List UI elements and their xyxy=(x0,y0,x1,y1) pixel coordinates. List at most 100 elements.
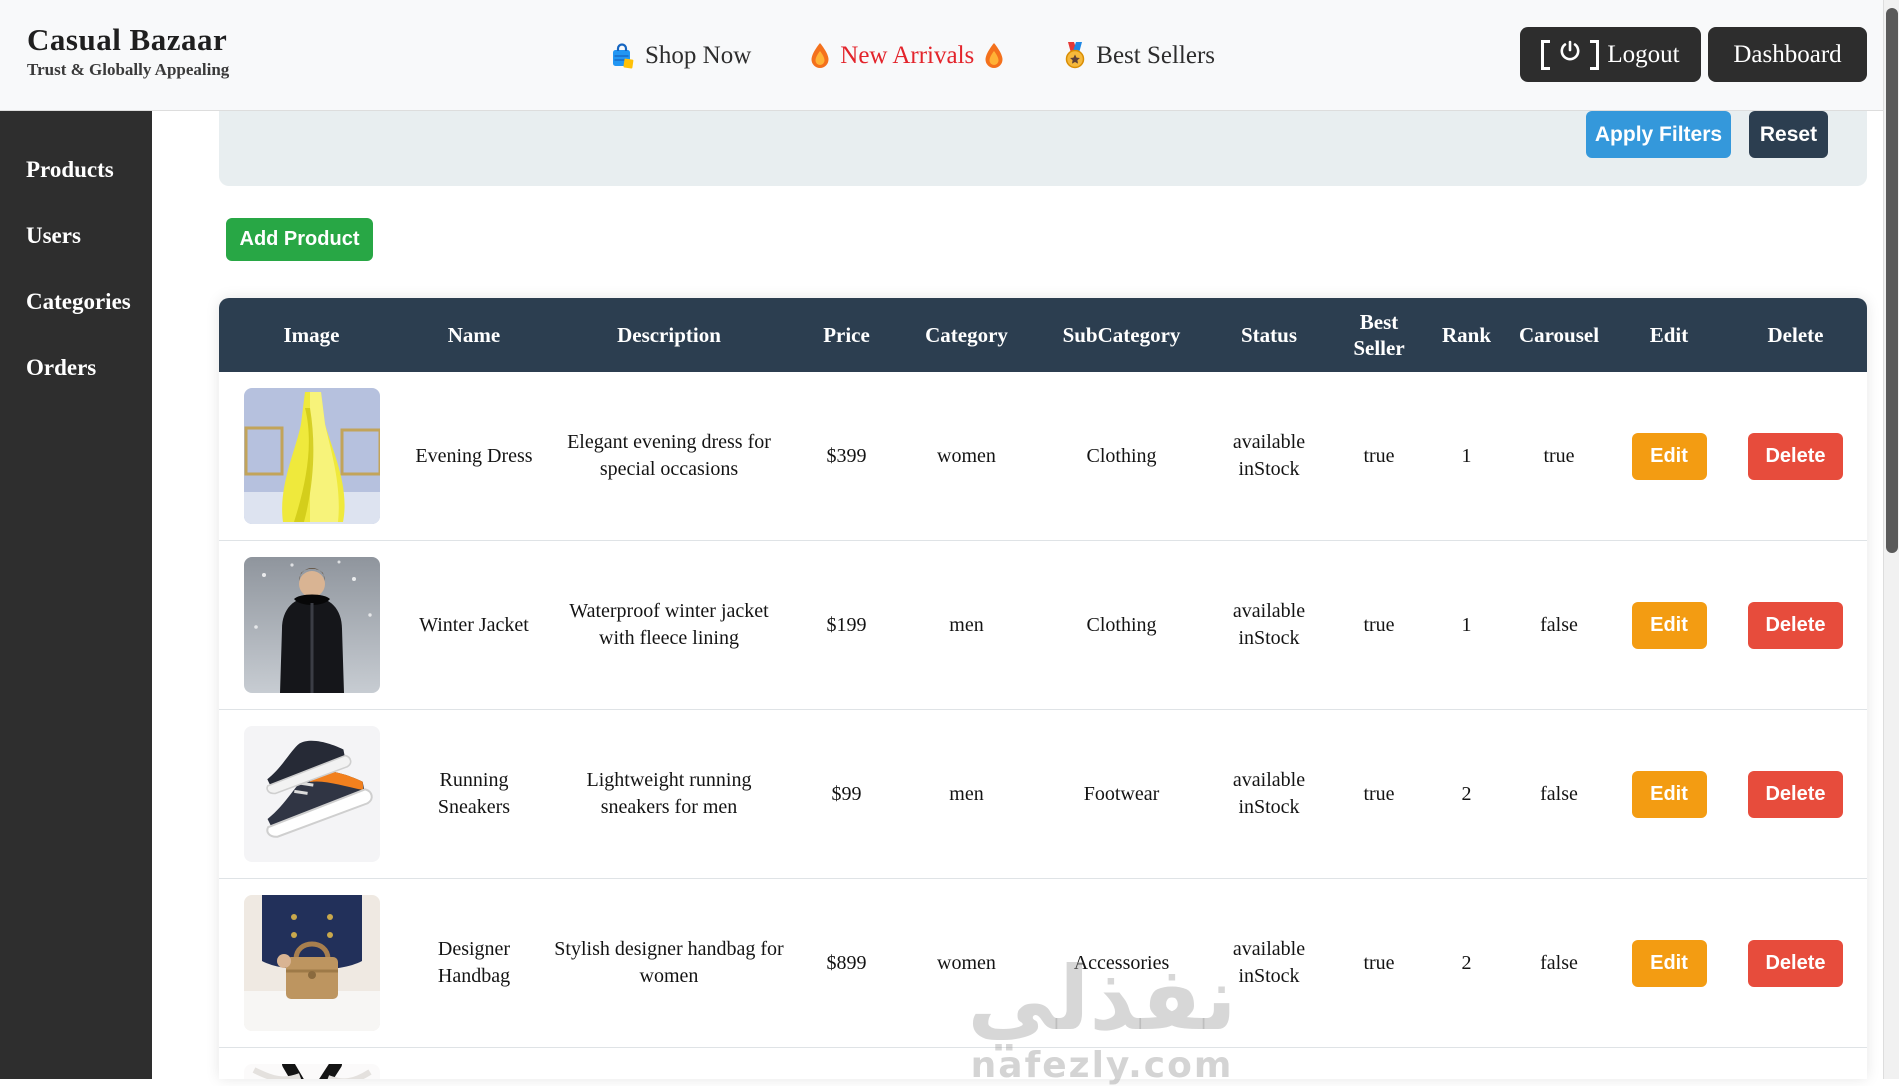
name-cell: Running Sneakers xyxy=(437,769,511,818)
description-cell: Elegant evening dress for special occasi… xyxy=(567,431,771,480)
subcategory-cell: Accessories xyxy=(1073,951,1170,974)
sidebar-item-users[interactable]: Users xyxy=(26,223,81,248)
column-header: Carousel xyxy=(1518,322,1600,347)
column-header: Price xyxy=(823,322,870,347)
row-edit-button[interactable]: Edit xyxy=(1631,601,1707,649)
carousel-cell: true xyxy=(1543,444,1575,467)
carousel-cell: false xyxy=(1540,613,1578,636)
best-seller-cell: true xyxy=(1363,951,1395,974)
product-image-running-sneakers xyxy=(243,726,380,862)
status-cell: available inStock xyxy=(1232,769,1306,818)
row-delete-button[interactable]: Delete xyxy=(1748,939,1843,987)
table-row: Winter Jacket Waterproof winter jacket wi… xyxy=(219,541,1867,710)
sidebar-item-categories[interactable]: Categories xyxy=(26,289,131,314)
main-content: Apply Filters Reset Add Product Image Nam… xyxy=(152,111,1899,1086)
nav-link-label: Shop Now xyxy=(645,41,752,69)
sidebar: Products Users Categories Orders xyxy=(0,111,152,1079)
shopping-bag-icon xyxy=(610,42,636,70)
status-cell: available inStock xyxy=(1232,431,1306,480)
filter-panel: Apply Filters Reset xyxy=(219,111,1867,186)
row-edit-button[interactable]: Edit xyxy=(1631,939,1707,987)
brand-title: Casual Bazaar xyxy=(27,22,228,57)
image-cell xyxy=(219,1064,404,1079)
description-cell: Stylish designer handbag for women xyxy=(554,938,784,987)
rank-cell: 2 xyxy=(1461,951,1472,974)
description-cell: Waterproof winter jacket with fleece lin… xyxy=(569,600,769,649)
product-image-partial-product xyxy=(243,1064,380,1079)
image-cell xyxy=(219,726,404,862)
rank-cell: 2 xyxy=(1461,782,1472,805)
nav-link-label: Best Sellers xyxy=(1096,41,1216,69)
scrollbar-track[interactable] xyxy=(1883,0,1899,1079)
best-seller-cell: true xyxy=(1363,444,1395,467)
column-header: Rank xyxy=(1441,322,1492,347)
image-cell xyxy=(219,388,404,524)
column-header: Edit xyxy=(1649,322,1689,347)
logout-button[interactable]: Logout xyxy=(1520,27,1701,82)
name-cell: Designer Handbag xyxy=(437,938,511,987)
reset-filters-button[interactable]: Reset xyxy=(1749,111,1828,158)
product-image-designer-handbag xyxy=(243,895,380,1031)
price-cell: $899 xyxy=(826,951,867,974)
name-cell: Evening Dress xyxy=(415,444,533,467)
power-icon xyxy=(1558,39,1582,70)
best-seller-cell: true xyxy=(1363,782,1395,805)
nav-actions: Logout Dashboard xyxy=(1520,27,1867,82)
add-product-button[interactable]: Add Product xyxy=(226,218,373,261)
row-edit-button[interactable]: Edit xyxy=(1631,432,1707,480)
nav-link-label: New Arrivals xyxy=(840,41,975,69)
sidebar-item-orders[interactable]: Orders xyxy=(26,355,97,380)
column-header: Description xyxy=(617,322,721,347)
column-header: Category xyxy=(925,322,1008,347)
row-edit-button[interactable]: Edit xyxy=(1631,770,1707,818)
apply-filters-button[interactable]: Apply Filters xyxy=(1586,111,1731,158)
name-cell: Winter Jacket xyxy=(419,613,529,636)
carousel-cell: false xyxy=(1540,951,1578,974)
dashboard-button[interactable]: Dashboard xyxy=(1708,27,1867,82)
nav-link-new-arrivals[interactable]: New Arrivals xyxy=(809,42,1005,70)
subcategory-cell: Footwear xyxy=(1083,782,1160,805)
logout-label: Logout xyxy=(1607,40,1680,68)
nav-link-best-sellers[interactable]: Best Sellers xyxy=(1063,41,1216,70)
row-delete-button[interactable]: Delete xyxy=(1748,770,1843,818)
page-body: Products Users Categories Orders Apply F… xyxy=(0,111,1899,1086)
column-header: SubCategory xyxy=(1062,322,1181,347)
flame-icon xyxy=(809,42,831,70)
nav-link-shop-now[interactable]: Shop Now xyxy=(610,42,751,70)
nav-links: Shop Now New Arrivals xyxy=(610,0,1215,111)
image-cell xyxy=(219,895,404,1031)
subcategory-cell: Clothing xyxy=(1086,444,1157,467)
brand: Casual Bazaar Trust & Globally Appealing xyxy=(27,22,229,80)
column-header: Status xyxy=(1240,322,1298,347)
price-cell: $199 xyxy=(826,613,867,636)
image-cell xyxy=(219,557,404,693)
best-seller-cell: true xyxy=(1363,613,1395,636)
brand-tagline: Trust & Globally Appealing xyxy=(27,60,230,79)
scrollbar-thumb[interactable] xyxy=(1886,8,1898,553)
status-cell: available inStock xyxy=(1232,938,1306,987)
category-cell: women xyxy=(937,444,996,467)
description-cell: Lightweight running sneakers for men xyxy=(586,769,752,818)
column-header: Image xyxy=(283,322,340,347)
sidebar-item-products[interactable]: Products xyxy=(26,157,114,182)
price-cell: $99 xyxy=(831,782,862,805)
row-delete-button[interactable]: Delete xyxy=(1748,432,1843,480)
status-cell: available inStock xyxy=(1232,600,1306,649)
column-header: Name xyxy=(447,322,501,347)
bracket-right xyxy=(1590,39,1600,70)
bracket-left xyxy=(1541,39,1551,70)
category-cell: women xyxy=(937,951,996,974)
rank-cell: 1 xyxy=(1461,444,1472,467)
product-image-evening-dress xyxy=(243,388,380,524)
product-image-winter-jacket xyxy=(243,557,380,693)
table-row: Designer Handbag Stylish designer handbag… xyxy=(219,879,1867,1048)
rank-cell: 1 xyxy=(1461,613,1472,636)
products-table: Image Name Description Price Category SubCate… xyxy=(219,298,1867,1079)
category-cell: men xyxy=(949,782,984,805)
subcategory-cell: Clothing xyxy=(1086,613,1157,636)
flame-icon xyxy=(983,42,1005,70)
carousel-cell: false xyxy=(1540,782,1578,805)
top-navbar: Casual Bazaar Trust & Globally Appealing… xyxy=(0,0,1899,111)
table-row: Running Sneakers Lightweight running snea… xyxy=(219,710,1867,879)
row-delete-button[interactable]: Delete xyxy=(1748,601,1843,649)
